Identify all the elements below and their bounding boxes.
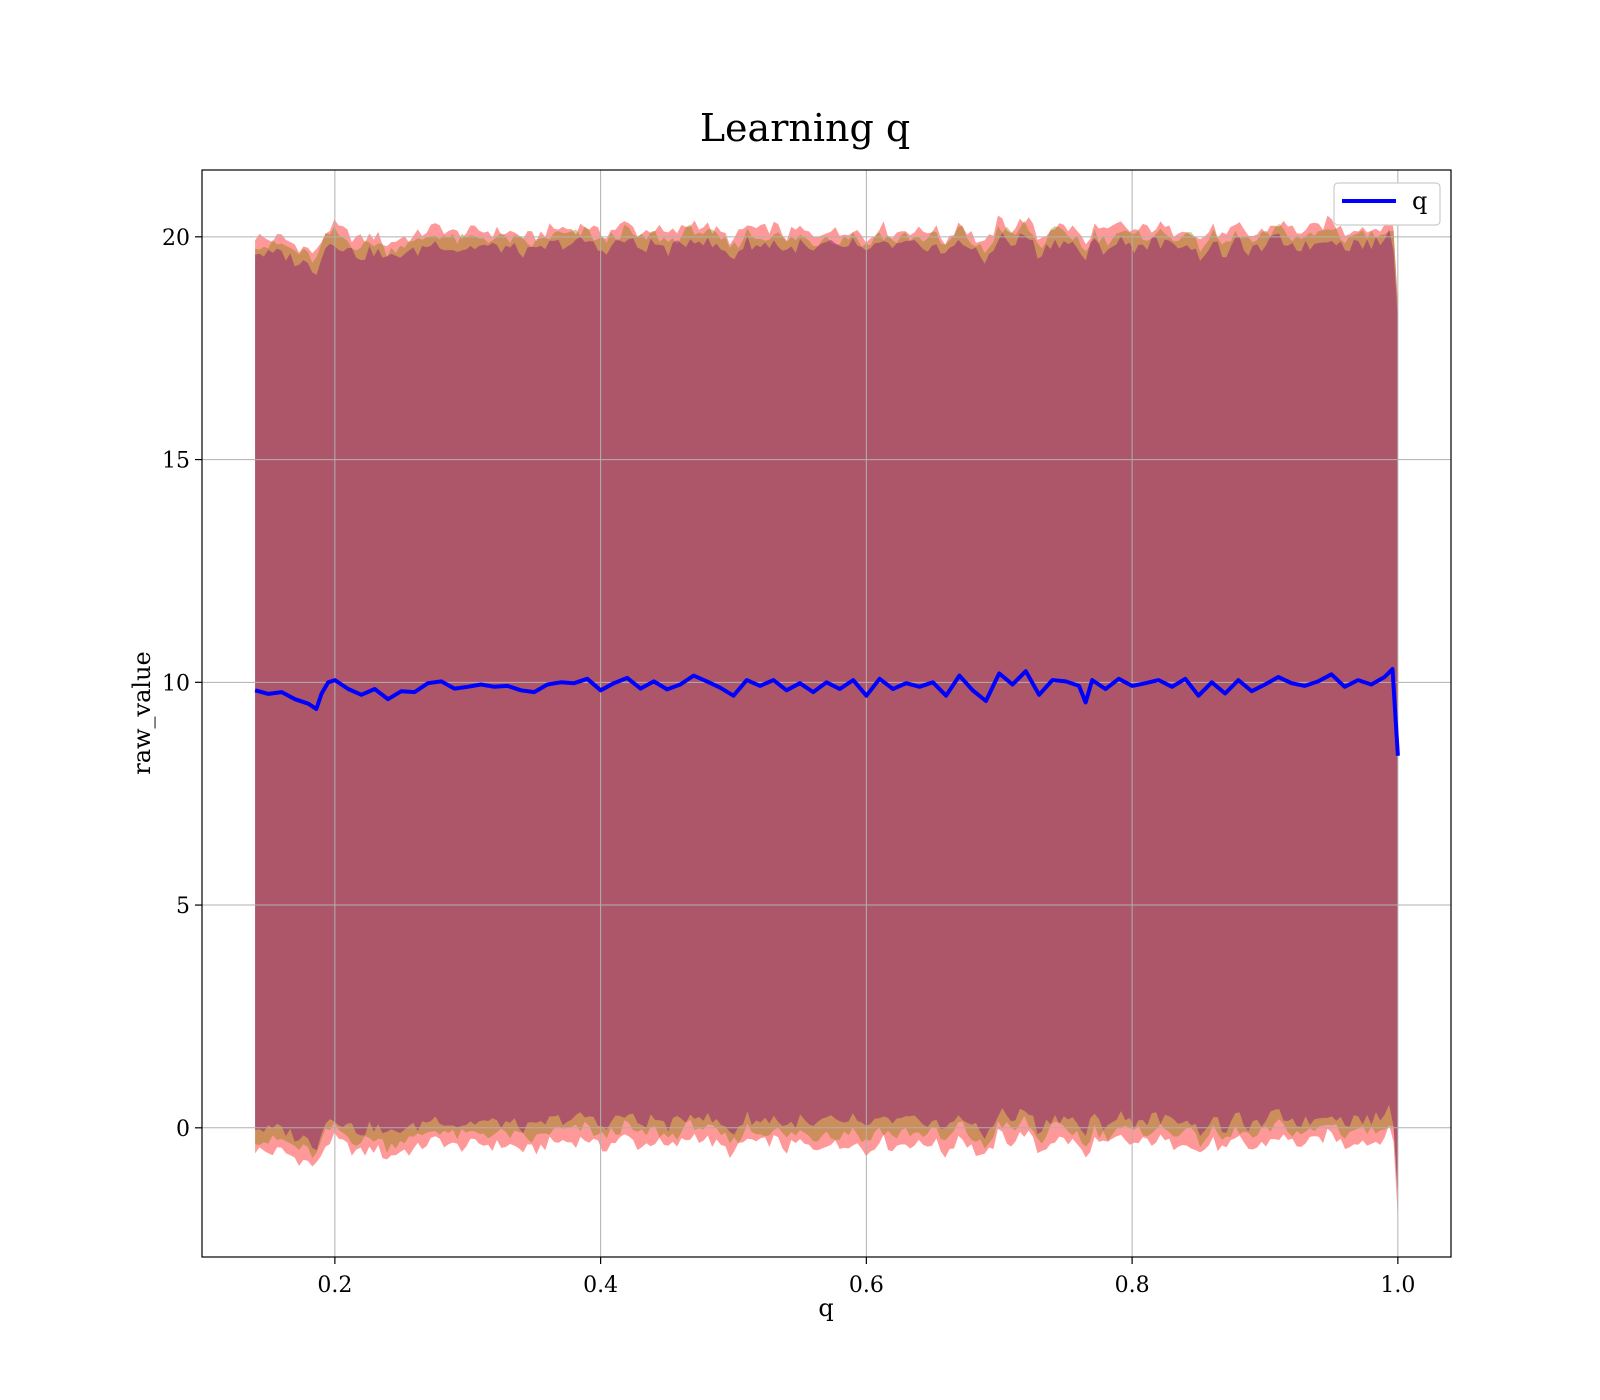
x-tick-label: 1.0: [1380, 1273, 1415, 1298]
y-tick-label: 15: [162, 449, 190, 474]
x-ticks: 0.2 0.4 0.6 0.8 1.0: [317, 1257, 1415, 1298]
y-ticks: 0 5 10 15 20: [162, 226, 202, 1142]
legend-entry-q: q: [1412, 187, 1427, 215]
x-tick-label: 0.2: [317, 1273, 352, 1298]
x-tick-label: 0.8: [1115, 1273, 1150, 1298]
y-tick-label: 20: [162, 226, 190, 251]
confidence-bands: [255, 211, 1398, 1219]
chart-title: Learning q: [700, 106, 910, 150]
x-tick-label: 0.6: [849, 1273, 884, 1298]
plot-frame: [201, 169, 1452, 1258]
confidence-band-1: [255, 211, 1398, 1219]
y-tick-label: 10: [162, 671, 190, 696]
grid-lines: [202, 170, 1451, 1257]
x-axis-label: q: [818, 1294, 833, 1322]
series-line-q: [254, 667, 1400, 756]
confidence-band-3: [255, 229, 1398, 1196]
series-lines: [254, 667, 1400, 756]
plot-area: [202, 170, 1451, 1257]
legend: q: [1333, 182, 1441, 226]
x-tick-label: 0.4: [583, 1273, 618, 1298]
y-tick-label: 5: [176, 894, 190, 919]
y-tick-label: 0: [176, 1117, 190, 1142]
y-axis-label: raw_value: [128, 651, 156, 775]
confidence-band-2: [255, 220, 1398, 1200]
legend-box: [1333, 182, 1441, 226]
